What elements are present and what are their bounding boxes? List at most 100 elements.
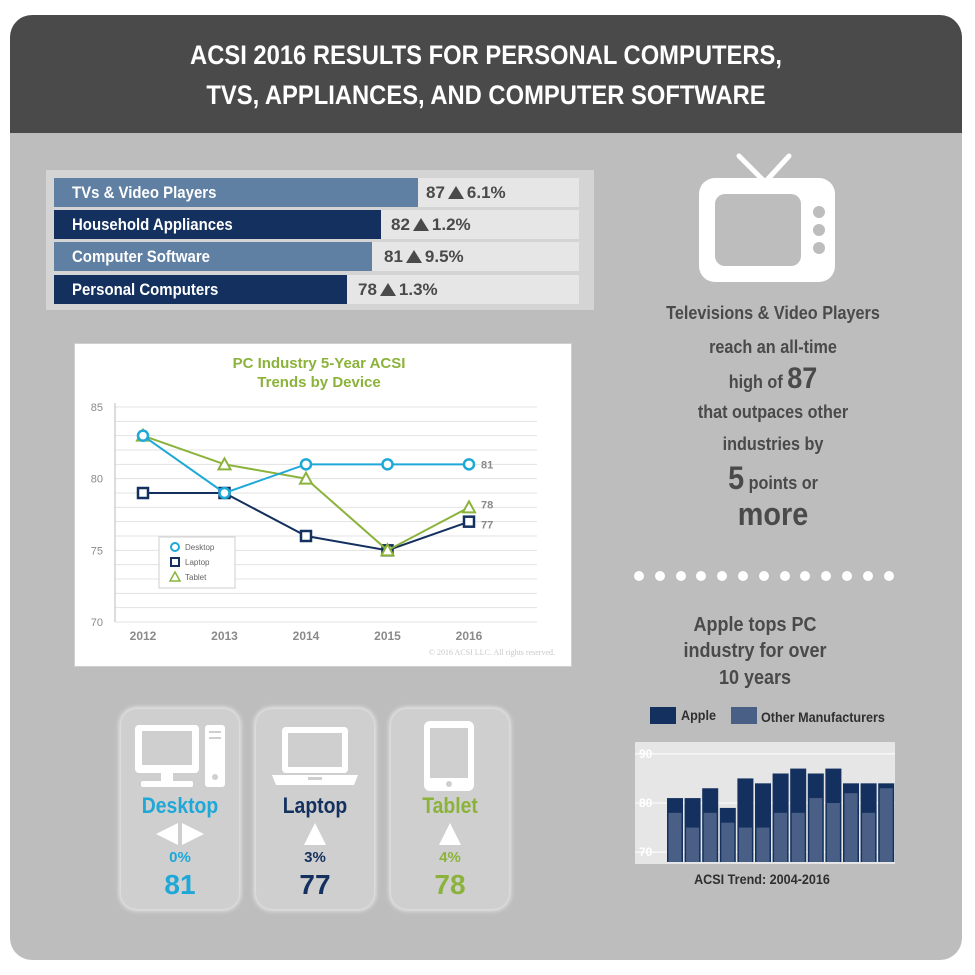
left-right-arrows-icon bbox=[156, 823, 204, 845]
tv-callout-line: that outpaces other bbox=[697, 402, 849, 422]
bar-other bbox=[738, 827, 752, 862]
y-tick-label: 70 bbox=[639, 845, 653, 859]
separator-dot bbox=[634, 571, 644, 581]
bar-other bbox=[826, 803, 840, 862]
tv-high-score: 87 bbox=[787, 362, 818, 395]
x-tick-label: 2016 bbox=[456, 629, 483, 643]
up-triangle-icon bbox=[412, 218, 429, 231]
legend-label-other: Other Manufacturers bbox=[761, 709, 885, 725]
separator-dot bbox=[800, 571, 811, 581]
separator-dot bbox=[654, 571, 665, 581]
separator-dot bbox=[717, 571, 728, 581]
page-title: ACSI 2016 RESULTS FOR PERSONAL COMPUTERS… bbox=[67, 35, 905, 115]
y-tick-label: 75 bbox=[91, 545, 103, 557]
apple-callout-line: industry for over bbox=[683, 640, 827, 662]
ranking-value: 78 1.3% bbox=[358, 280, 438, 299]
header-banner: ACSI 2016 RESULTS FOR PERSONAL COMPUTERS… bbox=[10, 15, 962, 133]
up-triangle-icon bbox=[379, 283, 396, 296]
title-line-1: ACSI 2016 RESULTS FOR PERSONAL COMPUTERS… bbox=[190, 40, 782, 70]
series-end-label: 78 bbox=[481, 499, 493, 511]
ranking-bar bbox=[54, 210, 381, 239]
legend-label: Tablet bbox=[185, 573, 207, 582]
data-point-tablet bbox=[216, 456, 233, 471]
separator-dot bbox=[842, 571, 852, 581]
apple-callout-line: Apple tops PC bbox=[693, 614, 817, 636]
bar-other bbox=[756, 827, 770, 862]
separator-dot bbox=[738, 571, 748, 581]
apple-callout-line: 10 years bbox=[718, 667, 792, 689]
legend-label: Laptop bbox=[185, 558, 210, 567]
up-triangle-icon bbox=[405, 250, 422, 263]
bar-other bbox=[774, 812, 788, 862]
bar-other bbox=[879, 788, 893, 862]
data-point-tablet bbox=[379, 542, 396, 557]
ranking-value: 81 9.5% bbox=[384, 247, 464, 266]
separator-dot bbox=[779, 571, 790, 581]
x-tick-label: 2015 bbox=[374, 629, 401, 643]
line-chart-panel: PC Industry 5-Year ACSI Trends by Device… bbox=[74, 343, 572, 667]
separator-dot bbox=[696, 571, 707, 581]
device-score: 81 bbox=[164, 869, 196, 900]
device-card-desktop: Desktop 0% 81 bbox=[121, 709, 239, 909]
ranking-label: Household Appliances bbox=[72, 215, 233, 234]
data-point-laptop bbox=[136, 486, 150, 500]
y-tick-label: 70 bbox=[91, 617, 103, 629]
legend-label: Desktop bbox=[185, 543, 215, 552]
ranking-label: Computer Software bbox=[72, 247, 210, 266]
bar-other bbox=[686, 827, 700, 862]
data-point-laptop bbox=[462, 515, 476, 528]
data-point-desktop bbox=[136, 429, 150, 442]
legend-swatch-other bbox=[731, 707, 757, 724]
bar-other bbox=[862, 812, 876, 862]
legend-marker bbox=[170, 542, 180, 552]
ranking-row: TVs & Video Players 87 6.1% bbox=[54, 178, 579, 207]
y-tick-label: 80 bbox=[639, 796, 653, 810]
legend-swatch-apple bbox=[650, 707, 676, 724]
data-point-tablet bbox=[298, 470, 314, 485]
apple-trend-bar-chart: 70 80 90 bbox=[635, 742, 895, 864]
bar-other bbox=[668, 812, 682, 862]
ranking-value: 82 1.2% bbox=[391, 215, 471, 234]
device-name: Laptop bbox=[282, 793, 348, 818]
bar-other bbox=[809, 798, 823, 862]
bar-other bbox=[844, 793, 858, 862]
ranking-bar bbox=[54, 275, 347, 304]
tv-callout-line: reach an all-time bbox=[709, 337, 837, 357]
ranking-row: Personal Computers 78 1.3% bbox=[54, 275, 579, 304]
data-point-tablet bbox=[461, 499, 477, 514]
device-score: 77 bbox=[299, 869, 331, 900]
tv-callout-line: more bbox=[737, 496, 809, 532]
ranking-bar bbox=[54, 242, 372, 271]
tablet-icon bbox=[424, 721, 474, 791]
ranking-bar bbox=[54, 178, 418, 207]
tv-callout-line: high of 87 bbox=[728, 362, 818, 395]
industry-ranking-panel: TVs & Video Players 87 6.1% Household App… bbox=[46, 170, 594, 310]
y-tick-label: 90 bbox=[639, 747, 653, 761]
device-card-laptop: Laptop 3% 77 bbox=[256, 709, 374, 909]
device-card-tablet: Tablet 4% 78 bbox=[391, 709, 509, 909]
data-point-desktop bbox=[299, 458, 313, 471]
data-point-desktop bbox=[218, 486, 231, 500]
device-change: 4% bbox=[439, 849, 461, 866]
legend-label-apple: Apple bbox=[681, 707, 717, 723]
ranking-row: Household Appliances 82 1.2% bbox=[54, 210, 579, 239]
tv-icon bbox=[699, 153, 835, 282]
separator-dot bbox=[758, 571, 769, 581]
x-tick-label: 2013 bbox=[211, 629, 238, 643]
legend-marker bbox=[168, 570, 182, 582]
ranking-value: 87 6.1% bbox=[426, 183, 506, 202]
separator-dot bbox=[862, 571, 873, 581]
bar-other bbox=[721, 822, 735, 862]
bar-other bbox=[703, 812, 717, 862]
ranking-row: Computer Software 81 9.5% bbox=[54, 242, 579, 271]
chart-subtitle: Trends by Device bbox=[257, 374, 380, 391]
y-tick-label: 85 bbox=[91, 402, 103, 414]
ranking-label: TVs & Video Players bbox=[72, 183, 217, 202]
x-tick-label: 2012 bbox=[130, 629, 157, 643]
device-change: 3% bbox=[304, 849, 326, 866]
bar-chart-caption: ACSI Trend: 2004-2016 bbox=[694, 871, 830, 887]
device-name: Tablet bbox=[422, 793, 478, 818]
ranking-label: Personal Computers bbox=[72, 280, 219, 299]
tv-callout-line: industries by bbox=[722, 434, 824, 454]
data-point-desktop bbox=[381, 458, 394, 471]
